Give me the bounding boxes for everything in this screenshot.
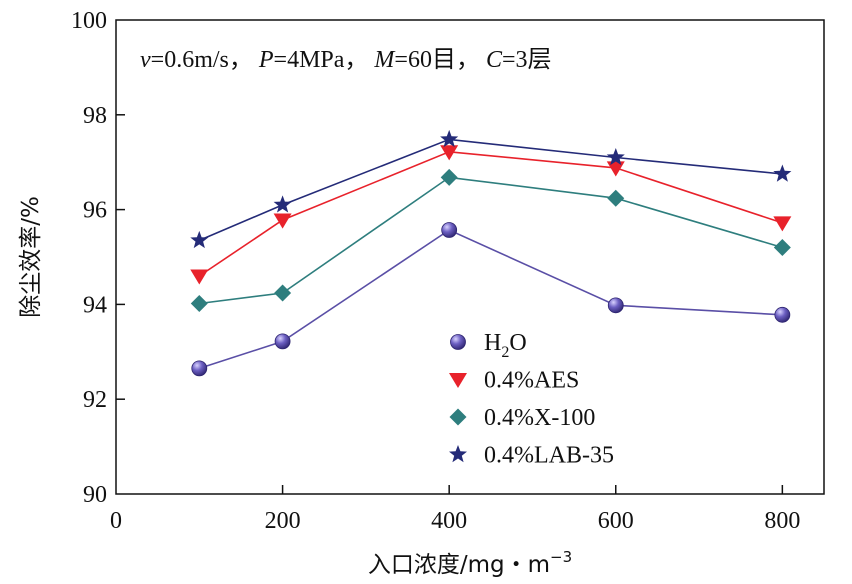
y-tick-label: 98 <box>83 103 107 129</box>
v-value: =0.6m/s， <box>151 47 253 73</box>
y-tick-label: 90 <box>83 482 107 508</box>
legend-label-1: 0.4%AES <box>484 368 579 394</box>
x-tick-label: 400 <box>431 508 467 534</box>
data-point-s0-3 <box>607 297 624 314</box>
x-axis-title-superscript: −3 <box>550 548 572 566</box>
data-point-s0-1 <box>274 333 291 350</box>
m-value: =60目， <box>394 47 480 73</box>
y-tick-label: 96 <box>83 198 107 224</box>
legend-label-0: H2O <box>484 330 527 361</box>
data-point-s1-4 <box>773 216 792 232</box>
y-axis-title: 除尘效率/% <box>18 196 44 318</box>
y-tick-label: 100 <box>71 8 107 34</box>
data-point-s1-3 <box>606 161 625 177</box>
y-tick-label: 92 <box>83 387 107 413</box>
series-line-2 <box>199 176 783 305</box>
plot-area-frame <box>115 19 825 495</box>
y-tick-label: 94 <box>83 292 107 318</box>
x-axis-title: 入口浓度/mg・m−3 <box>368 548 572 578</box>
legend: H2O 0.4%AES 0.4%X-100 0.4%LAB-35 <box>449 330 614 469</box>
data-point-s1-1 <box>273 213 292 229</box>
legend-marker-0 <box>450 334 466 350</box>
m-symbol: M <box>373 47 396 73</box>
x-tick-label: 600 <box>598 508 634 534</box>
data-point-s2-2 <box>440 168 458 186</box>
data-point-s3-3 <box>606 148 625 166</box>
x-tick-label: 0 <box>110 508 122 534</box>
data-point-s2-0 <box>190 294 208 312</box>
x-tick-label: 200 <box>265 508 301 534</box>
data-point-s3-1 <box>273 195 292 213</box>
x-axis: 0 200 400 600 800 <box>110 485 800 534</box>
p-symbol: P <box>258 47 274 73</box>
legend-marker-3 <box>449 445 467 463</box>
series-markers <box>190 129 792 377</box>
legend-marker-2 <box>449 408 467 426</box>
c-symbol: C <box>486 47 503 73</box>
x-axis-title-main: 入口浓度/mg・m <box>368 552 550 578</box>
data-point-s0-2 <box>441 222 458 238</box>
data-point-s2-4 <box>773 239 791 257</box>
data-point-s1-0 <box>190 269 209 285</box>
series-line-3 <box>198 138 783 242</box>
x-tick-label: 800 <box>764 508 800 534</box>
legend-label-3: 0.4%LAB-35 <box>484 443 614 469</box>
data-point-s3-2 <box>440 129 459 148</box>
condition-annotation: v=0.6m/s， P=4MPa， M=60目， C=3层 <box>140 47 552 73</box>
data-point-s2-3 <box>607 189 625 207</box>
legend-marker-1 <box>449 373 467 389</box>
data-point-s2-1 <box>274 284 292 302</box>
y-axis: 90 92 94 96 98 100 <box>71 8 125 508</box>
data-point-s3-4 <box>773 164 792 182</box>
p-value: =4MPa， <box>274 47 369 73</box>
data-point-s1-2 <box>440 145 459 161</box>
legend-label-2: 0.4%X-100 <box>484 405 595 431</box>
v-symbol: v <box>140 47 151 73</box>
data-point-s3-0 <box>190 230 209 249</box>
data-point-s0-4 <box>774 306 791 323</box>
c-value: =3层 <box>502 47 552 73</box>
data-point-s0-0 <box>191 360 208 377</box>
